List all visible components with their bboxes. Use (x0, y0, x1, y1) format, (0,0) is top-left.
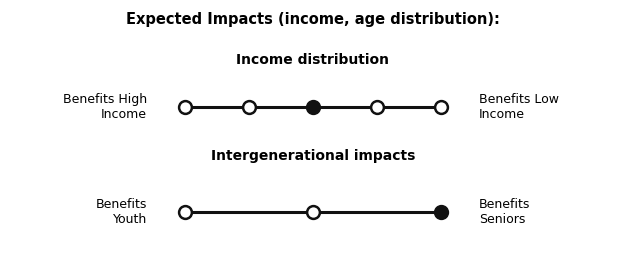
Point (244, 104, 254, 109)
Point (180, 104, 190, 109)
Text: Benefits
Seniors: Benefits Seniors (479, 198, 530, 226)
Text: Intergenerational impacts: Intergenerational impacts (211, 149, 415, 163)
Point (372, 104, 382, 109)
Text: Benefits
Youth: Benefits Youth (96, 198, 147, 226)
Text: Benefits Low
Income: Benefits Low Income (479, 93, 559, 120)
Point (436, 104, 446, 109)
Point (308, 210, 318, 214)
Point (436, 210, 446, 214)
Point (308, 104, 318, 109)
Text: Expected Impacts (income, age distribution):: Expected Impacts (income, age distributi… (126, 12, 500, 27)
Point (180, 210, 190, 214)
Text: Income distribution: Income distribution (237, 53, 389, 67)
Text: Benefits High
Income: Benefits High Income (63, 93, 147, 120)
